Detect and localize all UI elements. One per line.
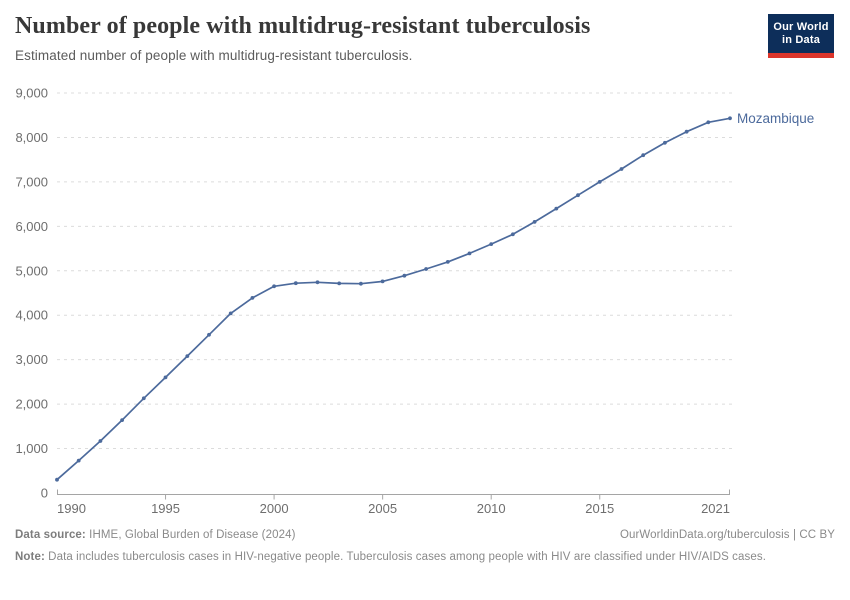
data-point[interactable] [359,281,363,286]
page-title: Number of people with multidrug-resistan… [15,13,591,39]
data-point[interactable] [185,354,190,358]
data-point[interactable] [402,273,407,278]
data-point[interactable] [76,458,81,463]
data-point[interactable] [684,129,689,134]
data-point[interactable] [532,220,537,224]
source-row: Data source: IHME, Global Burden of Dise… [15,529,835,541]
data-point[interactable] [641,153,646,158]
data-source-label: Data source: [15,529,86,541]
x-axis-tick-label: 2000 [260,501,289,516]
y-axis-tick-label: 7,000 [15,174,48,189]
data-point[interactable] [576,193,580,198]
data-point[interactable] [467,251,472,256]
citation-link[interactable]: OurWorldinData.org/tuberculosis | CC BY [619,529,835,541]
data-point[interactable] [706,120,711,125]
data-point[interactable] [98,439,103,443]
y-axis-tick-label: 6,000 [15,219,48,234]
data-point[interactable] [272,284,276,289]
data-point[interactable] [445,260,450,264]
y-axis-tick-label: 2,000 [15,397,48,412]
x-axis-tick-label: 2005 [368,501,397,516]
data-point[interactable] [141,396,146,401]
data-point[interactable] [207,332,211,337]
data-point[interactable] [163,375,168,380]
owid-logo[interactable]: Our World in Data [768,14,834,59]
data-point[interactable] [511,232,515,237]
y-axis-tick-label: 5,000 [15,263,48,278]
data-point[interactable] [663,140,667,145]
data-point[interactable] [55,477,59,482]
x-axis-tick-label: 2015 [585,501,614,516]
series-line-mozambique[interactable] [56,117,731,481]
owid-logo-stripe [768,53,834,59]
y-axis-tick-label: 1,000 [15,441,48,456]
data-source-text: IHME, Global Burden of Disease (2024) [85,529,296,541]
data-point[interactable] [380,279,385,284]
x-axis-tick-label: 2010 [477,501,506,516]
x-axis-tick-label: 2021 [701,501,730,516]
data-point[interactable] [554,206,559,211]
data-point[interactable] [228,311,233,316]
data-point[interactable] [424,267,428,271]
y-axis-tick-label: 0 [41,486,48,501]
chart-footer: Data source: IHME, Global Burden of Dise… [15,529,835,566]
data-point[interactable] [619,167,624,171]
page-subtitle: Estimated number of people with multidru… [15,47,413,63]
data-point[interactable] [728,116,732,121]
data-point[interactable] [337,281,342,286]
y-axis-tick-label: 4,000 [15,308,48,323]
data-point[interactable] [315,280,320,285]
series-end-label[interactable]: Mozambique [737,111,814,126]
owid-logo-line1: Our World [773,21,829,33]
data-point[interactable] [293,281,298,286]
owid-logo-line2: in Data [781,34,821,47]
y-axis-tick-label: 8,000 [15,130,48,145]
note-line: Note: Data includes tuberculosis cases i… [15,549,787,566]
data-point[interactable] [489,242,494,247]
x-axis-tick-label: 1995 [151,501,180,516]
data-point[interactable] [250,296,255,300]
x-axis-tick-label: 1990 [57,501,86,516]
data-point[interactable] [597,180,602,184]
data-source-line: Data source: IHME, Global Burden of Dise… [15,529,296,541]
note-label: Note: [15,551,45,563]
y-axis-tick-label: 9,000 [15,86,48,101]
chart-header: Number of people with multidrug-resistan… [15,12,835,63]
y-axis-tick-label: 3,000 [15,352,48,367]
note-text: Data includes tuberculosis cases in HIV-… [44,551,767,563]
data-point[interactable] [120,418,124,422]
owid-logo-box: Our World in Data [768,14,834,54]
